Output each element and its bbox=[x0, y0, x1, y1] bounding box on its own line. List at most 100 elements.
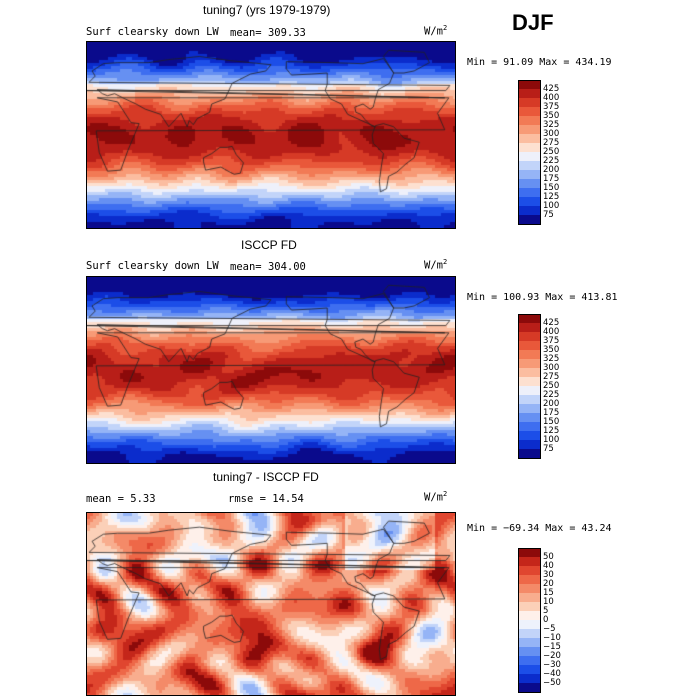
colorbar-swatch bbox=[518, 152, 541, 161]
panel-1-mean-value: 309.33 bbox=[267, 27, 306, 39]
colorbar-level-label: 325 bbox=[543, 354, 560, 364]
panel-3-title: tuning7 - ISCCP FD bbox=[213, 470, 319, 484]
colorbar-swatch bbox=[518, 440, 541, 449]
colorbar-level-label: 325 bbox=[543, 120, 560, 130]
panel-1-title: tuning7 (yrs 1979-1979) bbox=[203, 3, 331, 17]
colorbar-level-label: 175 bbox=[543, 174, 560, 184]
colorbar-level-label: 150 bbox=[543, 183, 560, 193]
colorbar-level-label: 225 bbox=[543, 156, 560, 166]
colorbar-level-label: 150 bbox=[543, 417, 560, 427]
panel-1-mean: mean= 309.33 bbox=[230, 27, 306, 39]
colorbar-swatch bbox=[518, 449, 541, 459]
colorbar-level-label: −40 bbox=[543, 669, 561, 679]
colorbar-swatch bbox=[518, 125, 541, 134]
colorbar-swatch bbox=[518, 602, 541, 611]
map-field-canvas bbox=[87, 42, 455, 228]
panel-3-rmse-label: rmse = bbox=[228, 493, 266, 505]
colorbar-swatch bbox=[518, 611, 541, 620]
colorbar-swatch bbox=[518, 575, 541, 584]
colorbar-level-label: 175 bbox=[543, 408, 560, 418]
colorbar-swatch bbox=[518, 179, 541, 188]
colorbar-swatch bbox=[518, 116, 541, 125]
colorbar-swatch bbox=[518, 368, 541, 377]
colorbar-level-label: −30 bbox=[543, 660, 561, 670]
colorbar-swatch bbox=[518, 323, 541, 332]
colorbar-swatch bbox=[518, 143, 541, 152]
panel-3-mean-label: mean = bbox=[86, 493, 124, 505]
season-label: DJF bbox=[512, 10, 554, 35]
panel-3-rmse-value: 14.54 bbox=[272, 493, 304, 505]
colorbar-swatch bbox=[518, 377, 541, 386]
colorbar-level-label: 75 bbox=[543, 210, 554, 220]
colorbar-level-label: 100 bbox=[543, 435, 560, 445]
colorbar-swatch bbox=[518, 431, 541, 440]
colorbar-swatch bbox=[518, 620, 541, 629]
colorbar-level-label: 400 bbox=[543, 93, 560, 103]
panel-3-minmax: Min = −69.34 Max = 43.24 bbox=[467, 523, 612, 534]
panel-3-mean-value: 5.33 bbox=[130, 493, 156, 505]
map-field-canvas bbox=[87, 277, 455, 463]
colorbar-level-label: −10 bbox=[543, 633, 561, 643]
colorbar-level-label: 400 bbox=[543, 327, 560, 337]
panel-3-rmse: rmse = 14.54 bbox=[228, 493, 304, 505]
colorbar-level-label: 425 bbox=[543, 84, 560, 94]
colorbar-level-label: 375 bbox=[543, 102, 560, 112]
colorbar-swatch bbox=[518, 665, 541, 674]
panel-1-variable: Surf clearsky down LW bbox=[86, 26, 219, 38]
colorbar-swatch bbox=[518, 548, 541, 558]
colorbar-level-label: 15 bbox=[543, 588, 554, 598]
colorbar-level-label: −50 bbox=[543, 678, 561, 688]
colorbar-swatch bbox=[518, 215, 541, 225]
colorbar-swatch bbox=[518, 557, 541, 566]
colorbar-swatch bbox=[518, 683, 541, 693]
colorbar-level-label: 5 bbox=[543, 606, 549, 616]
colorbar-swatch bbox=[518, 674, 541, 683]
colorbar-swatch bbox=[518, 98, 541, 107]
colorbar-swatch bbox=[518, 386, 541, 395]
colorbar-swatch bbox=[518, 206, 541, 215]
panel-2-minmax: Min = 100.93 Max = 413.81 bbox=[467, 292, 618, 303]
colorbar-swatch bbox=[518, 359, 541, 368]
colorbar-swatch bbox=[518, 638, 541, 647]
colorbar-swatch bbox=[518, 161, 541, 170]
panel-1-minmax: Min = 91.09 Max = 434.19 bbox=[467, 57, 612, 68]
colorbar-level-label: 250 bbox=[543, 381, 560, 391]
colorbar-level-label: 275 bbox=[543, 138, 560, 148]
colorbar-level-label: 350 bbox=[543, 345, 560, 355]
colorbar-swatch bbox=[518, 80, 541, 90]
colorbar-level-label: 250 bbox=[543, 147, 560, 157]
colorbar-level-label: 425 bbox=[543, 318, 560, 328]
colorbar-swatch bbox=[518, 629, 541, 638]
panel-2-units: W/m2 bbox=[424, 258, 448, 272]
colorbar-level-label: 125 bbox=[543, 192, 560, 202]
colorbar-level-label: 0 bbox=[543, 615, 549, 625]
colorbar-swatch bbox=[518, 422, 541, 431]
colorbar-level-label: 225 bbox=[543, 390, 560, 400]
colorbar-level-label: 125 bbox=[543, 426, 560, 436]
colorbar-swatch bbox=[518, 134, 541, 143]
colorbar-swatch bbox=[518, 584, 541, 593]
panel-1-mean-label: mean= bbox=[230, 27, 262, 39]
colorbar-level-label: 200 bbox=[543, 399, 560, 409]
colorbar-swatch bbox=[518, 170, 541, 179]
panel-3-mean: mean = 5.33 bbox=[86, 493, 156, 505]
panel-2-mean-label: mean= bbox=[230, 261, 262, 273]
colorbar-level-label: 75 bbox=[543, 444, 554, 454]
colorbar-swatch bbox=[518, 197, 541, 206]
panel-1-units: W/m2 bbox=[424, 24, 448, 38]
colorbar-level-label: 20 bbox=[543, 579, 554, 589]
colorbar-swatch bbox=[518, 404, 541, 413]
panel-1-map bbox=[86, 41, 456, 229]
colorbar-swatch bbox=[518, 647, 541, 656]
colorbar-level-label: 50 bbox=[543, 552, 554, 562]
colorbar-swatch bbox=[518, 107, 541, 116]
colorbar-swatch bbox=[518, 341, 541, 350]
colorbar-level-label: 40 bbox=[543, 561, 554, 571]
colorbar-swatch bbox=[518, 656, 541, 665]
colorbar-swatch bbox=[518, 413, 541, 422]
panel-3-map bbox=[86, 512, 456, 696]
colorbar-swatch bbox=[518, 89, 541, 98]
colorbar-level-label: 10 bbox=[543, 597, 554, 607]
colorbar-level-label: 100 bbox=[543, 201, 560, 211]
colorbar-level-label: 200 bbox=[543, 165, 560, 175]
